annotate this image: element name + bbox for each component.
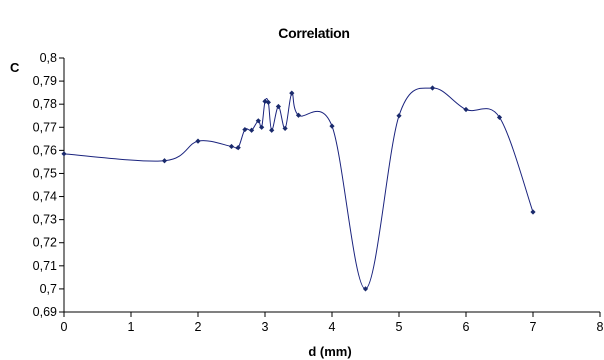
y-tick-label: 0,79 xyxy=(33,74,57,88)
y-tick-label: 0,71 xyxy=(33,259,57,273)
data-point xyxy=(265,99,271,105)
y-axis-title: C xyxy=(10,60,20,75)
x-tick-label: 7 xyxy=(530,320,537,334)
data-point xyxy=(61,151,67,157)
y-tick-label: 0,78 xyxy=(33,97,57,111)
y-tick-label: 0,7 xyxy=(40,282,57,296)
y-tick-label: 0,69 xyxy=(33,305,57,319)
y-tick-label: 0,73 xyxy=(33,213,57,227)
x-tick-label: 6 xyxy=(463,320,470,334)
data-point xyxy=(429,85,436,91)
x-axis-title: d (mm) xyxy=(308,344,351,359)
x-tick-label: 5 xyxy=(396,320,403,334)
data-point xyxy=(195,138,201,144)
x-tick-label: 1 xyxy=(128,320,135,334)
y-tick-label: 0,77 xyxy=(33,120,57,134)
data-point xyxy=(275,103,281,110)
y-tick-label: 0,72 xyxy=(33,236,57,250)
series-group xyxy=(61,85,536,292)
data-point xyxy=(249,127,255,133)
y-tick-label: 0,76 xyxy=(33,143,57,157)
x-tick-label: 0 xyxy=(61,320,68,334)
x-tick-label: 3 xyxy=(262,320,269,334)
chart-title: Correlation xyxy=(278,25,349,41)
x-tick-label: 2 xyxy=(195,320,202,334)
data-point xyxy=(289,90,295,96)
data-point xyxy=(161,158,168,164)
data-point xyxy=(282,125,288,132)
data-point xyxy=(235,144,241,151)
data-point xyxy=(255,118,261,124)
data-point xyxy=(329,123,335,129)
y-tick-label: 0,75 xyxy=(33,166,57,180)
data-point xyxy=(259,124,265,130)
x-tick-label: 4 xyxy=(329,320,336,334)
data-point xyxy=(362,286,369,292)
data-point xyxy=(228,143,235,150)
data-point xyxy=(295,112,302,118)
x-tick-label: 8 xyxy=(597,320,604,334)
tick-labels-group: 0,69 0,7 0,71 0,72 0,73 0,74 0,75 0,76 0,77 0,78 0… xyxy=(33,51,604,334)
data-point xyxy=(242,126,248,133)
data-point xyxy=(496,114,503,120)
data-point xyxy=(396,113,402,119)
y-tick-label: 0,8 xyxy=(40,51,57,65)
axes-group xyxy=(63,58,600,313)
data-point xyxy=(269,127,275,133)
y-tick-label: 0,74 xyxy=(33,190,57,204)
series-line xyxy=(63,87,534,290)
data-point xyxy=(530,209,536,215)
data-point xyxy=(463,106,469,113)
